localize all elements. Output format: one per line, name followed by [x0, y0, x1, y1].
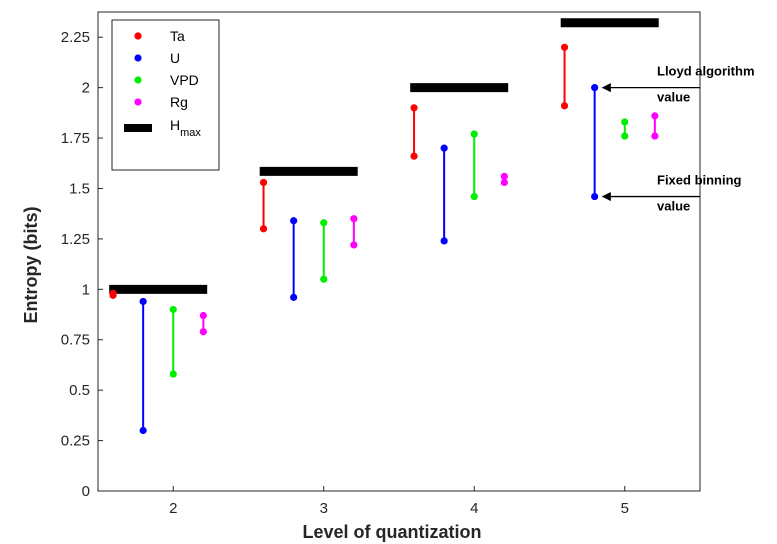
point-fixed-vpd — [169, 370, 177, 378]
point-lloyd-rg — [500, 172, 508, 180]
point-fixed-vpd — [470, 192, 478, 201]
point-fixed-rg — [500, 178, 508, 187]
x-tick-label: 4 — [470, 500, 478, 517]
y-tick-label: 0 — [82, 483, 90, 500]
annotation-fixed-label: Fixed binning — [657, 173, 742, 188]
legend-marker-vpd — [134, 76, 142, 84]
point-lloyd-rg — [350, 215, 358, 223]
point-lloyd-u — [290, 217, 298, 225]
legend-label-hmax-sub: max — [180, 127, 201, 139]
point-fixed-u — [290, 293, 298, 301]
point-fixed-rg — [350, 241, 358, 249]
y-tick-label: 1.5 — [69, 180, 90, 197]
legend-marker-rg — [134, 98, 142, 106]
point-fixed-vpd — [320, 275, 328, 283]
point-lloyd-ta — [560, 43, 569, 51]
annotations-layer: Lloyd algorithm value Fixed binning value — [601, 64, 755, 214]
point-fixed-ta — [259, 225, 268, 233]
point-lloyd-u — [591, 84, 599, 92]
point-lloyd-vpd — [169, 305, 177, 314]
annotation-lloyd-label: Lloyd algorithm — [657, 64, 755, 79]
y-tick-label: 0.75 — [61, 332, 90, 349]
legend-marker-ta — [134, 32, 142, 40]
legend-marker-u — [134, 54, 142, 62]
annotation-fixed-label: value — [657, 199, 690, 214]
point-lloyd-ta — [259, 178, 268, 187]
point-fixed-u — [591, 192, 599, 201]
y-axis-label: Entropy (bits) — [21, 207, 41, 324]
point-lloyd-u — [440, 144, 448, 152]
x-tick-label: 3 — [320, 500, 328, 517]
y-tick-label: 2 — [82, 80, 90, 97]
annotation-lloyd-label: value — [657, 90, 690, 105]
point-lloyd-vpd — [470, 130, 478, 138]
y-tick-label: 0.5 — [69, 382, 90, 399]
point-fixed-u — [139, 426, 147, 435]
legend-label-u: U — [170, 50, 180, 66]
x-tick-label: 5 — [621, 500, 629, 517]
legend-label-ta: Ta — [170, 28, 185, 44]
point-fixed-u — [440, 237, 448, 245]
legend-label-rg: Rg — [170, 94, 188, 110]
point-fixed-rg — [651, 132, 659, 140]
point-fixed-ta — [560, 102, 569, 110]
point-lloyd-rg — [199, 311, 207, 320]
y-tick-label: 1 — [82, 281, 90, 298]
legend-label-vpd: VPD — [170, 72, 199, 88]
point-lloyd-rg — [651, 112, 659, 120]
marks-layer — [109, 18, 659, 435]
point-fixed-ta — [109, 291, 117, 299]
y-tick-label: 0.25 — [61, 433, 90, 450]
point-fixed-rg — [199, 328, 207, 336]
point-lloyd-ta — [410, 104, 418, 112]
y-tick-label: 1.75 — [61, 130, 90, 147]
x-tick-label: 2 — [169, 500, 177, 517]
y-tick-label: 1.25 — [61, 231, 90, 248]
y-tick-label: 2.25 — [61, 29, 90, 46]
point-fixed-ta — [410, 152, 418, 160]
point-lloyd-vpd — [621, 118, 629, 126]
point-lloyd-vpd — [320, 219, 328, 227]
point-lloyd-u — [139, 297, 147, 306]
point-fixed-vpd — [621, 132, 629, 140]
x-axis-label: Level of quantization — [302, 522, 481, 542]
legend-box — [111, 19, 220, 171]
